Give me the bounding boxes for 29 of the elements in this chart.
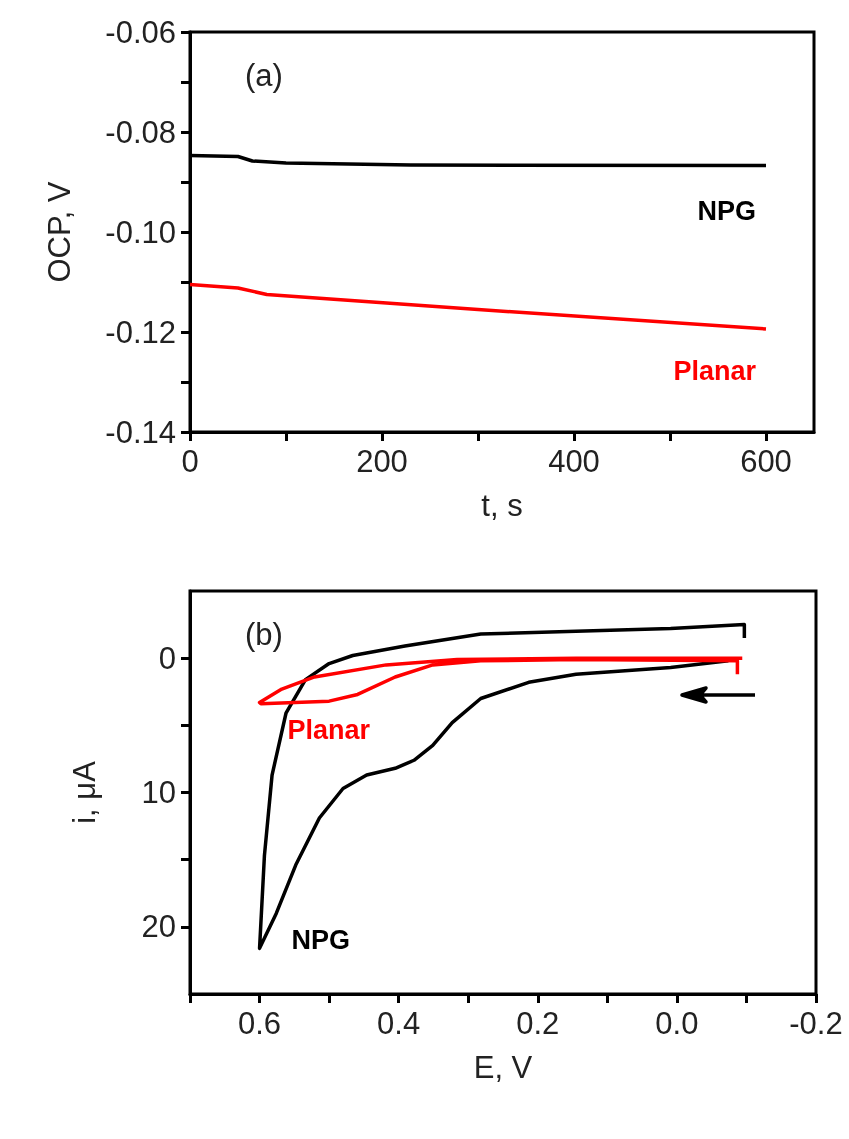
annotation: (b) (245, 617, 283, 652)
y-tick-label: -0.12 (105, 314, 176, 350)
x-axis-title: E, V (473, 1050, 533, 1085)
line-series (257, 656, 745, 706)
x-tick-label: 0.4 (377, 1006, 421, 1041)
x-tick-label: 200 (356, 444, 408, 479)
y-tick-label: 0 (158, 640, 176, 676)
annotation: (a) (245, 58, 283, 93)
series-label: Planar (673, 356, 757, 386)
x-tick-label: 0.0 (655, 1006, 699, 1041)
series-label: NPG (291, 925, 351, 956)
y-tick-label: -0.06 (105, 14, 176, 50)
line-series (188, 282, 768, 331)
x-tick-label: 0 (181, 444, 199, 479)
y-tick-label: 10 (141, 775, 176, 810)
x-tick-label: 600 (740, 444, 792, 479)
y-tick-label: -0.14 (105, 414, 176, 450)
y-axis-title: OCP, V (42, 181, 77, 283)
y-axis-title: i, μA (67, 760, 102, 824)
x-tick-label: 0.2 (516, 1006, 560, 1041)
x-tick-label: 400 (548, 444, 600, 479)
series-label: Planar (287, 715, 371, 746)
y-tick-label: 20 (141, 909, 176, 945)
y-tick-label: -0.08 (105, 114, 176, 150)
y-tick-label: -0.10 (105, 214, 176, 250)
x-axis-title: t, s (481, 488, 523, 523)
x-tick-label: -0.2 (789, 1006, 843, 1041)
series-label: NPG (697, 195, 756, 226)
x-tick-label: 0.6 (238, 1006, 282, 1041)
